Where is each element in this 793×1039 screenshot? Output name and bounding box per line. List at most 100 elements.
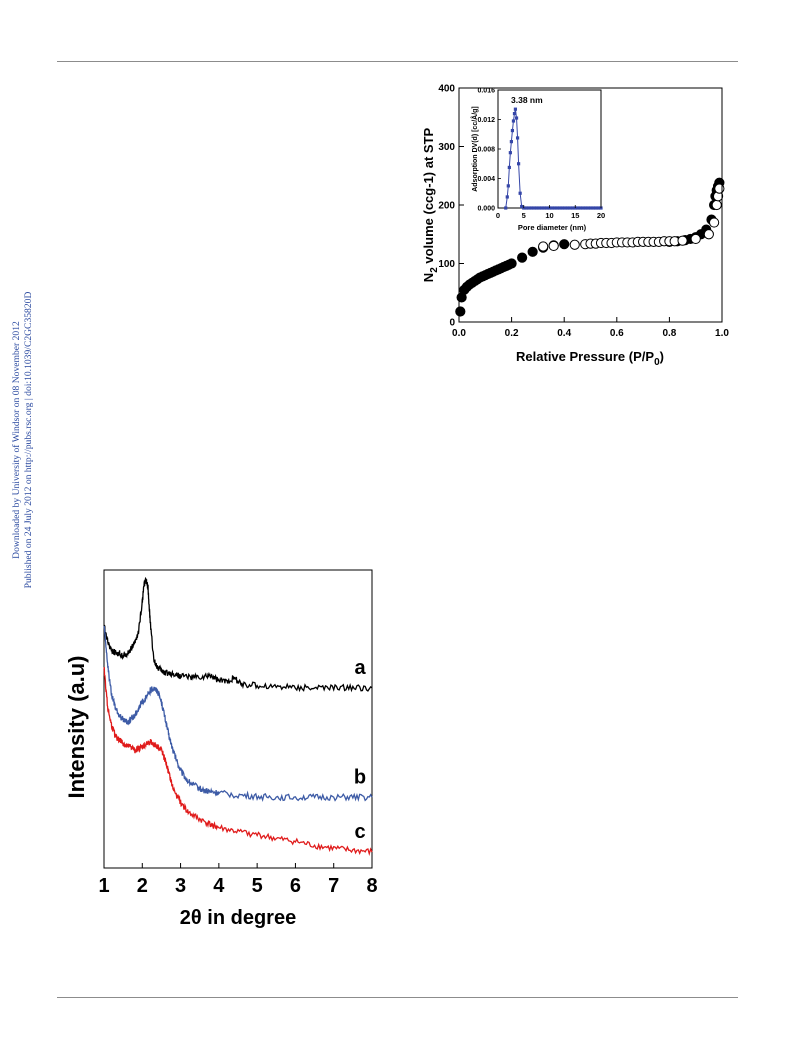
desorption-point: [677, 235, 688, 246]
inset-annotation: 3.38 nm: [511, 95, 543, 105]
desorption-point: [690, 233, 701, 245]
isotherm-ytitle: N2 volume (ccg-1) at STP: [421, 127, 440, 282]
desorption-point: [548, 240, 559, 252]
xrd-series-label-b: b: [354, 766, 366, 788]
xrd-series-label-c: c: [354, 821, 365, 843]
inset-point: [504, 206, 508, 210]
desorption-point: [538, 241, 549, 252]
isotherm-ytick-label: 100: [438, 259, 455, 270]
inset-point: [508, 151, 512, 155]
isotherm-xtick-label: 0.4: [557, 328, 571, 339]
xrd-xtick-label: 2: [137, 875, 148, 897]
inset-point: [583, 206, 588, 210]
inset-point: [589, 206, 593, 210]
inset-point: [540, 206, 544, 210]
xrd-xtick-label: 5: [252, 875, 263, 897]
inset-axes: 0 5 10 15 20 0.000 0.004 0.008 0.012 0.016: [477, 88, 605, 221]
xrd-xtick-label: 7: [328, 875, 339, 897]
inset-point: [511, 119, 516, 123]
xrd-series-label-a: a: [354, 657, 366, 679]
adsorption-point: [506, 258, 517, 269]
xrd-marks: a b c: [103, 576, 373, 856]
inset-point: [596, 206, 601, 210]
inset-point: [591, 206, 595, 210]
isotherm-xtick-label: 0.2: [505, 328, 519, 339]
inset-xtick-label: 0: [496, 211, 500, 220]
xrd-axes: 1 2 3 4 5 6 7 8: [98, 863, 378, 897]
inset-xlabel: Pore diameter (nm): [518, 223, 587, 232]
inset-point: [509, 140, 513, 144]
isotherm-ytick-label: 300: [438, 142, 455, 153]
inset-point: [565, 206, 570, 210]
inset-point: [510, 128, 515, 133]
desorption-point: [711, 199, 722, 211]
inset-point: [505, 195, 509, 199]
xrd-xtick-label: 6: [290, 875, 301, 897]
inset-point: [507, 165, 511, 170]
isotherm-ytick-label: 0: [449, 318, 455, 329]
inset-xtick-label: 20: [597, 211, 605, 220]
isotherm-ylabel-sub: 2: [429, 267, 440, 273]
download-notice-line1: Downloaded by University of Windsor on 0…: [11, 321, 22, 559]
isotherm-xtick-label: 0.0: [452, 328, 466, 339]
isotherm-ylabel-rest: volume (ccg-1) at STP: [421, 127, 436, 267]
inset-point: [513, 107, 518, 111]
inset-ytick-label: 0.008: [477, 147, 495, 154]
adsorption-point: [517, 252, 528, 263]
inset-point: [520, 204, 524, 209]
inset-point: [512, 112, 517, 116]
inset-point: [560, 206, 564, 210]
inset-ytick-label: 0.004: [477, 176, 495, 183]
isotherm-xtick-label: 0.8: [662, 328, 676, 339]
inset-point: [586, 206, 590, 210]
inset-point: [578, 206, 582, 210]
inset-frame: [497, 89, 602, 209]
desorption-point: [714, 183, 725, 194]
adsorption-point: [455, 306, 466, 317]
bottom-rule: [57, 997, 738, 998]
inset-point: [524, 206, 528, 210]
top-rule: [57, 61, 738, 62]
inset-point: [563, 206, 567, 210]
inset-point: [537, 206, 541, 210]
inset-point: [558, 206, 562, 210]
inset-point: [527, 206, 531, 210]
inset-ytick-label: 0.012: [477, 117, 495, 124]
xrd-xtick-label: 4: [213, 875, 225, 897]
inset-point: [535, 206, 539, 210]
xrd-frame: [103, 569, 373, 869]
isotherm-xlabel-main: Relative Pressure (P/P: [516, 349, 654, 364]
inset-xtick-label: 15: [571, 211, 579, 220]
inset-point: [514, 116, 519, 120]
xrd-series-a: [103, 576, 373, 693]
isotherm-xtick-label: 1.0: [715, 328, 729, 339]
inset-point: [550, 206, 554, 210]
inset-xtick-label: 5: [522, 211, 526, 220]
download-notice-line2: Published on 24 July 2012 on http://pubs…: [23, 291, 34, 589]
isotherm-ytick-label: 200: [438, 201, 455, 212]
inset-point: [576, 206, 580, 210]
inset-point: [571, 206, 575, 210]
desorption-point: [709, 217, 720, 228]
desorption-point: [569, 239, 580, 250]
xrd-xlabel: 2θ in degree: [180, 907, 296, 929]
inset-point: [515, 136, 520, 140]
inset-point: [545, 206, 549, 210]
isotherm-xlabel: Relative Pressure (P/P0): [516, 349, 664, 368]
isotherm-ytick-label: 400: [438, 84, 455, 95]
desorption-point: [703, 229, 714, 240]
inset-point: [517, 162, 521, 166]
isotherm-marks: [455, 177, 725, 317]
isotherm-xtick-label: 0.6: [610, 328, 624, 339]
xrd-xtick-label: 1: [98, 875, 109, 897]
inset-point: [532, 206, 536, 210]
inset-point: [555, 206, 559, 210]
inset-point: [594, 206, 598, 210]
inset-point: [506, 184, 510, 188]
inset-ytick-label: 0.000: [477, 206, 495, 213]
adsorption-point: [527, 246, 538, 257]
xrd-xtick-label: 8: [366, 875, 377, 897]
inset-point: [581, 206, 585, 210]
